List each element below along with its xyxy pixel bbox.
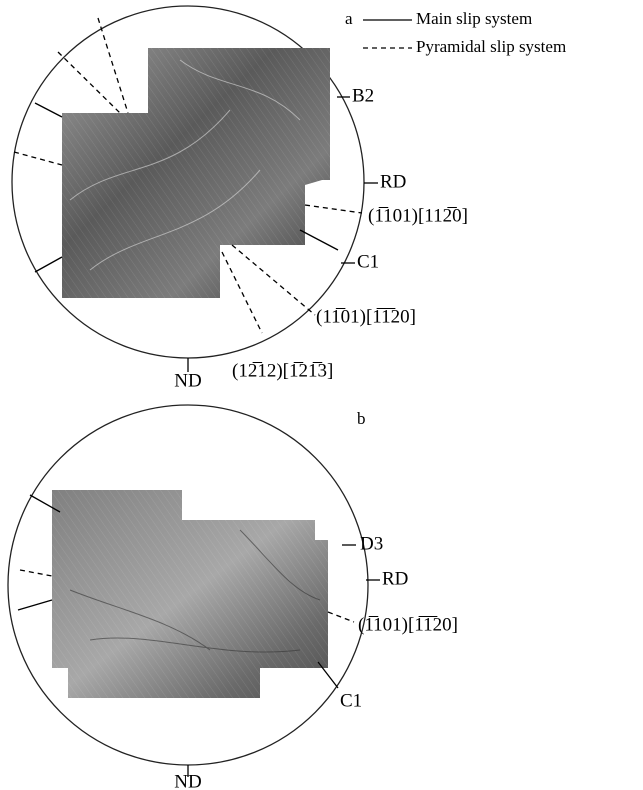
micrograph-texture [52, 490, 328, 698]
pyramidal-trace [14, 152, 62, 165]
slip-system-label: (11̅01)[1̅1̅20] [316, 306, 416, 327]
micrograph-texture [62, 48, 330, 298]
slip-trace [35, 257, 62, 272]
slip-trace [18, 600, 52, 610]
slip-trace [35, 103, 62, 117]
legend-text: Main slip system [416, 9, 532, 28]
annotation: B2 [352, 85, 374, 106]
slip-trace [300, 230, 338, 250]
panel-label: b [357, 409, 366, 428]
slip-system-label: (1̅101)[1̅1̅20] [358, 614, 458, 635]
annotation: RD [382, 568, 408, 589]
annotation: ND [174, 771, 201, 790]
legend-text: Pyramidal slip system [416, 37, 566, 56]
annotation: C1 [340, 690, 362, 711]
pyramidal-trace [232, 245, 315, 315]
annotation: D3 [360, 533, 383, 554]
pyramidal-trace [328, 612, 354, 622]
pyramidal-trace [98, 18, 128, 113]
annotation: RD [380, 171, 406, 192]
pyramidal-trace [305, 205, 362, 213]
annotation: ND [174, 370, 201, 391]
pyramidal-trace [222, 252, 262, 333]
figure: a Main slip system Pyramidal slip system… [0, 0, 643, 790]
slip-system-label: (12̅12)[1̅21̅3] [232, 360, 333, 381]
annotation: C1 [357, 251, 379, 272]
panel-label: a [345, 9, 353, 28]
slip-system-label: (1̅101)[112̅0] [368, 205, 468, 226]
pyramidal-trace [20, 570, 52, 576]
pyramidal-trace [58, 52, 120, 113]
